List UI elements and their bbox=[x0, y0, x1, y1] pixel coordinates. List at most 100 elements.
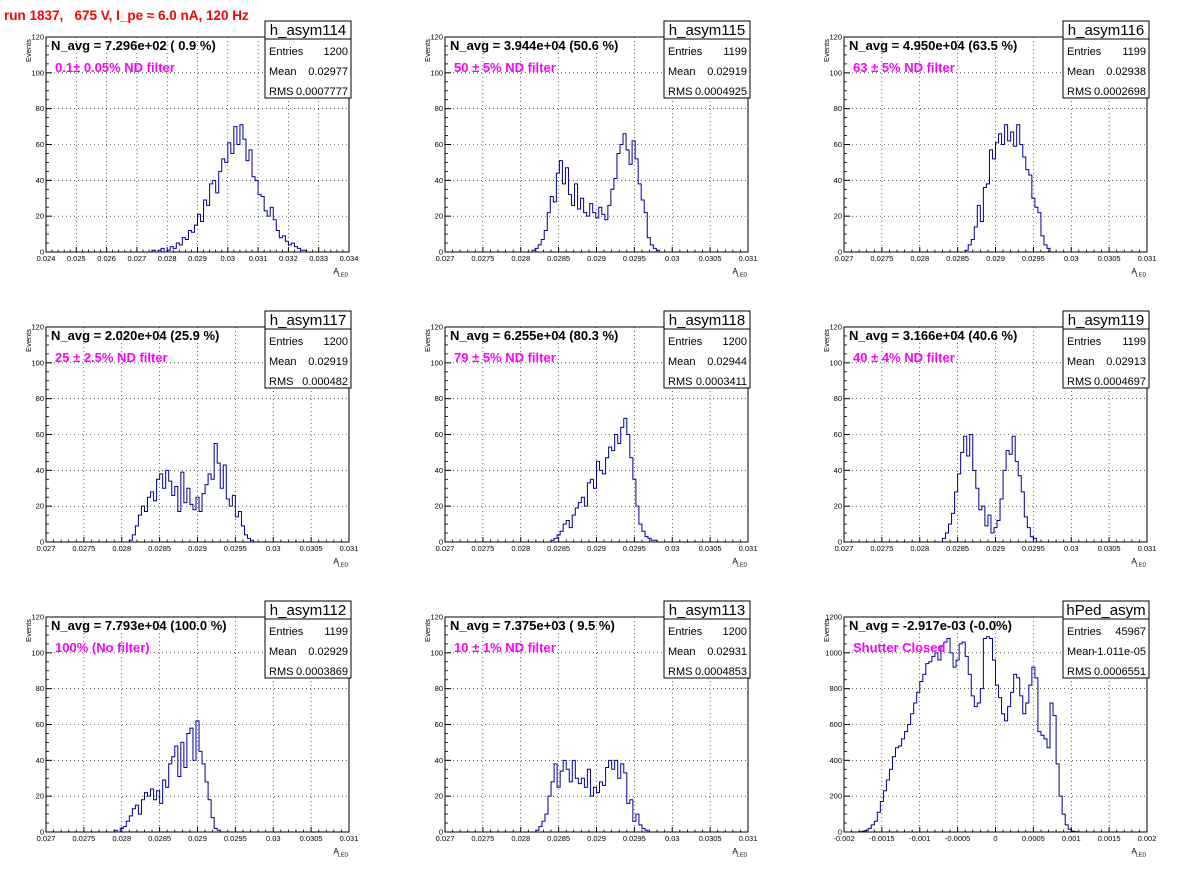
x-tick-label: 0.028 bbox=[511, 834, 530, 843]
x-tick-label: 0 bbox=[993, 834, 997, 843]
y-tick-label: 80 bbox=[435, 104, 443, 113]
stats-value: 1200 bbox=[723, 626, 747, 638]
y-tick-label: 80 bbox=[36, 104, 44, 113]
stats-value: 0.02944 bbox=[707, 356, 747, 368]
x-tick-label: 0.0285 bbox=[547, 834, 570, 843]
panel-h_asym113: 0.027 0.0275 0.028 0.0285 0.029 0.0295 0.03 0.0… bbox=[423, 600, 758, 859]
y-tick-label: 80 bbox=[435, 394, 443, 403]
stats-label: RMS bbox=[269, 86, 293, 98]
stats-title-box bbox=[1062, 600, 1150, 620]
y-tick-label: 120 bbox=[31, 323, 44, 332]
stats-title-box bbox=[663, 600, 751, 620]
stats-value: 0.0003869 bbox=[296, 666, 348, 678]
y-tick-label: 40 bbox=[36, 756, 44, 765]
x-tick-label: 0.0305 bbox=[300, 834, 323, 843]
stats-value: 0.0004697 bbox=[1094, 376, 1146, 388]
stats-value: 0.02931 bbox=[707, 646, 747, 658]
x-tick-label: 0.027 bbox=[128, 254, 147, 263]
x-tick-label: 0.0285 bbox=[547, 544, 570, 553]
x-tick-label: 0.0295 bbox=[1022, 254, 1045, 263]
x-tick-label: 0.031 bbox=[739, 834, 758, 843]
y-axis-title: Events bbox=[24, 39, 33, 62]
filter-label: 79 ± 5% ND filter bbox=[454, 350, 556, 365]
histogram-name: h_asym118 bbox=[669, 312, 745, 329]
x-tick-label: 0.0275 bbox=[72, 834, 95, 843]
stats-value: 0.0002698 bbox=[1094, 86, 1146, 98]
x-axis-title: A bbox=[1131, 267, 1137, 276]
run-title: run 1837, 675 V, I_pe ≈ 6.0 nA, 120 Hz bbox=[4, 8, 249, 23]
stats-value: 0.02929 bbox=[308, 646, 348, 658]
stats-title-box bbox=[1062, 310, 1150, 330]
histogram-name: h_asym117 bbox=[270, 312, 346, 329]
y-tick-label: 60 bbox=[435, 430, 443, 439]
x-axis-title: A bbox=[333, 847, 339, 856]
stats-title-box bbox=[663, 20, 751, 40]
x-tick-label: 0.031 bbox=[249, 254, 268, 263]
y-axis-title: Events bbox=[423, 329, 432, 352]
y-tick-label: 1000 bbox=[825, 648, 842, 657]
x-tick-label: 0.029 bbox=[188, 834, 207, 843]
stats-value: 1199 bbox=[1122, 336, 1146, 348]
x-tick-label: 0.0295 bbox=[1022, 544, 1045, 553]
stats-label: RMS bbox=[1067, 666, 1091, 678]
stats-value: 0.02913 bbox=[1106, 356, 1146, 368]
stats-value: 1199 bbox=[723, 46, 747, 58]
y-tick-label: 800 bbox=[829, 684, 842, 693]
stats-title-box bbox=[264, 310, 352, 330]
histogram-name: h_asym115 bbox=[669, 22, 745, 39]
x-axis-subscript: LED bbox=[1136, 853, 1147, 859]
x-tick-label: 0.0275 bbox=[72, 544, 95, 553]
histogram-line bbox=[113, 720, 221, 833]
stats-value: 0.0006551 bbox=[1094, 666, 1146, 678]
stats-label: Entries bbox=[1067, 336, 1102, 348]
y-tick-label: 20 bbox=[36, 212, 44, 221]
y-tick-label: 60 bbox=[435, 140, 443, 149]
y-tick-label: 0 bbox=[439, 538, 443, 547]
n-avg-annotation: N_avg = 3.166e+04 (40.6 %) bbox=[849, 328, 1017, 343]
x-tick-label: 0.0005 bbox=[1022, 834, 1045, 843]
x-tick-label: 0.0285 bbox=[148, 544, 171, 553]
x-tick-label: 0.027 bbox=[37, 834, 56, 843]
histogram-name: h_asym116 bbox=[1068, 22, 1144, 39]
y-axis-title: Events bbox=[24, 329, 33, 352]
x-tick-label: 0.03 bbox=[665, 254, 680, 263]
x-tick-label: 0.0305 bbox=[699, 254, 722, 263]
y-tick-label: 120 bbox=[430, 323, 443, 332]
y-tick-label: 40 bbox=[36, 176, 44, 185]
y-tick-label: 100 bbox=[430, 358, 443, 367]
x-tick-label: 0.034 bbox=[340, 254, 359, 263]
y-tick-label: 200 bbox=[829, 792, 842, 801]
n-avg-annotation: N_avg = 4.950e+04 (63.5 %) bbox=[849, 38, 1017, 53]
stats-label: Mean bbox=[1067, 356, 1095, 368]
stats-box bbox=[264, 38, 352, 99]
n-avg-annotation: N_avg = 7.296e+02 ( 0.9 %) bbox=[51, 38, 216, 53]
y-axis-title: Events bbox=[24, 619, 33, 642]
histogram-name: h_asym113 bbox=[669, 602, 745, 619]
stats-value: 0.02919 bbox=[308, 356, 348, 368]
x-tick-label: 0.0275 bbox=[471, 544, 494, 553]
y-tick-label: 0 bbox=[439, 248, 443, 257]
n-avg-annotation: N_avg = -2.917e-03 (-0.0%) bbox=[849, 618, 1012, 633]
y-tick-label: 80 bbox=[435, 684, 443, 693]
x-tick-label: 0.027 bbox=[436, 254, 455, 263]
y-tick-label: 20 bbox=[435, 502, 443, 511]
y-tick-label: 60 bbox=[36, 430, 44, 439]
x-tick-label: 0.0305 bbox=[300, 544, 323, 553]
x-tick-label: 0.029 bbox=[188, 254, 207, 263]
x-axis-subscript: LED bbox=[1136, 563, 1147, 569]
stats-value: 0.0007777 bbox=[296, 86, 348, 98]
stats-label: RMS bbox=[1067, 86, 1091, 98]
y-tick-label: 20 bbox=[834, 212, 842, 221]
y-tick-label: 60 bbox=[36, 720, 44, 729]
n-avg-annotation: N_avg = 7.375e+03 ( 9.5 %) bbox=[450, 618, 615, 633]
x-tick-label: 0.028 bbox=[511, 254, 530, 263]
panel-h_asym114: 0.024 0.025 0.026 0.027 0.028 0.029 0.03 0.031 0… bbox=[24, 20, 359, 279]
stats-title-box bbox=[264, 20, 352, 40]
stats-title-box bbox=[663, 310, 751, 330]
stats-box bbox=[663, 38, 751, 99]
x-axis-subscript: LED bbox=[737, 273, 748, 279]
x-tick-label: 0.027 bbox=[835, 544, 854, 553]
stats-label: Mean bbox=[269, 66, 297, 78]
x-tick-label: 0.031 bbox=[739, 254, 758, 263]
